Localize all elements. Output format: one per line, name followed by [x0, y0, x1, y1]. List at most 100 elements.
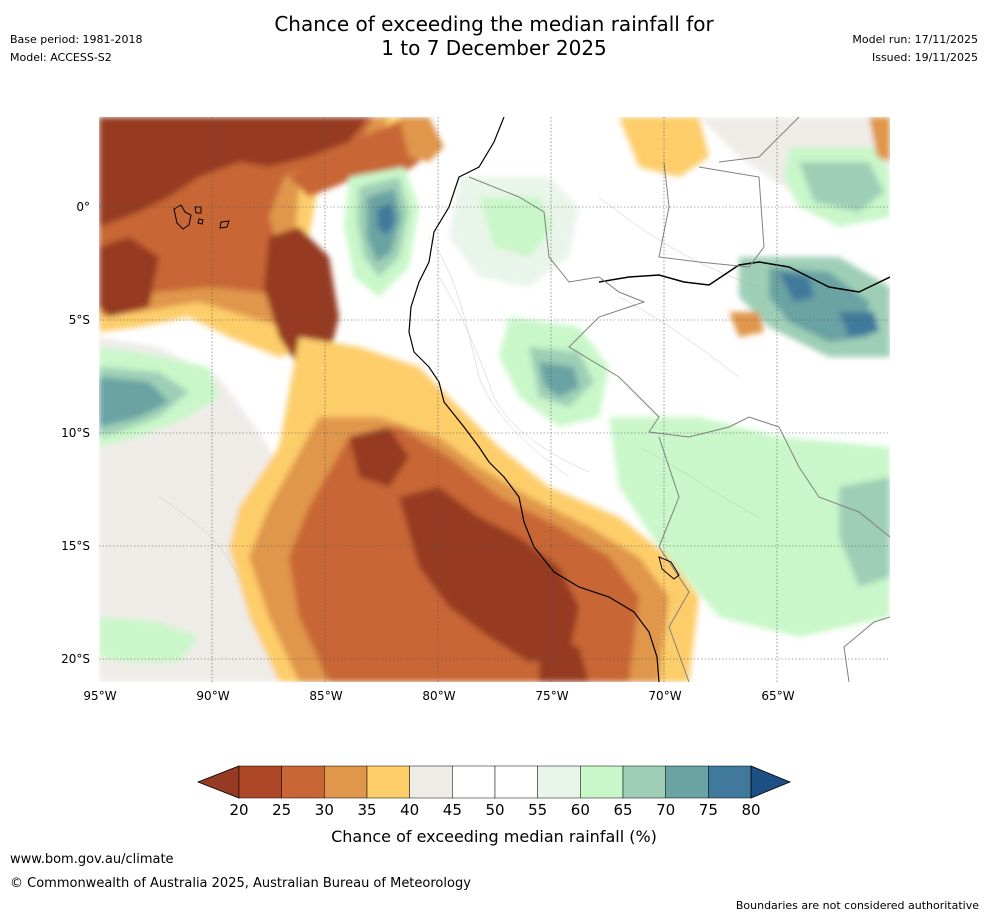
colorbar-segments: [196, 765, 792, 799]
border-venezuela: [718, 117, 800, 163]
map-svg: [99, 117, 890, 682]
shade-dry-ne-edge: [869, 117, 890, 162]
colorbar-tick-40: 40: [400, 801, 420, 819]
lon-label-75w: 75°W: [535, 689, 569, 703]
issued-text: Issued: 19/11/2025: [871, 51, 978, 64]
contour-1: [428, 236, 570, 478]
colorbar-tick-80: 80: [741, 801, 761, 819]
shade-wet-sw-60: [99, 617, 199, 662]
island-small: [197, 218, 204, 225]
colorbar-tick-35: 35: [357, 801, 377, 819]
shade-wet-ne-65: [799, 162, 884, 212]
colorbar-segment-65-70: [622, 765, 666, 799]
colorbar-segment-60-65: [580, 765, 624, 799]
lon-label-70w: 70°W: [648, 689, 682, 703]
base-period-text: Base period: 1981-2018: [10, 33, 143, 46]
lake-titicaca: [658, 556, 680, 580]
lat-label-10s: 10°S: [61, 426, 90, 440]
model-run-text: Model run: 17/11/2025: [852, 33, 978, 46]
chart-title: Chance of exceeding the median rainfall …: [0, 12, 988, 60]
island-san-cristobal: [219, 220, 230, 229]
shade-dry-coast-20b: [349, 427, 409, 487]
colorbar-tick-20: 20: [229, 801, 249, 819]
model-text: Model: ACCESS-S2: [10, 51, 112, 64]
border-ecuador-colombia: [468, 176, 600, 283]
border-peru-brazil: [568, 276, 660, 433]
colorbar-tick-60: 60: [570, 801, 590, 819]
contour-6: [638, 446, 760, 518]
border-peru-bolivia: [658, 436, 690, 682]
colorbar-tick-70: 70: [656, 801, 676, 819]
shade-wet-amazon-75a: [779, 272, 814, 302]
colorbar-tick-50: 50: [485, 801, 505, 819]
colorbar-title: Chance of exceeding median rainfall (%): [331, 827, 657, 846]
colorbar-tick-55: 55: [528, 801, 548, 819]
island-isabela: [173, 204, 192, 230]
shade-dry-west-20: [99, 237, 159, 317]
contour-2: [438, 276, 590, 473]
shade-dry-inland-spot: [729, 312, 764, 337]
amazon-river: [598, 261, 890, 293]
shade-dry-patch-20: [264, 227, 339, 367]
shade-dry-nw-20: [99, 117, 369, 227]
shade-wet-se-65: [839, 477, 890, 587]
shade-wet-bolivia-60: [609, 417, 890, 637]
colorbar-segment-45-50: [452, 765, 496, 799]
contour-5: [158, 496, 240, 578]
colorbar-segment-40-45: [409, 765, 453, 799]
shade-wet-pocket-75: [377, 203, 395, 235]
lon-label-90w: 90°W: [196, 689, 230, 703]
shade-wet-peru-70: [539, 362, 579, 397]
shade-wet-colombia-60: [479, 197, 554, 257]
colorbar-segment-20-25: [238, 765, 282, 799]
colorbar-segment-70-75: [665, 765, 709, 799]
colorbar-segment-75-80: [708, 765, 752, 799]
graticule: [99, 117, 890, 682]
border-colombia-brazil: [658, 161, 765, 268]
border-bolivia-south: [843, 616, 890, 682]
colorbar-tick-25: 25: [272, 801, 292, 819]
colorbar-segment-55-60: [537, 765, 581, 799]
contour-4: [618, 296, 740, 378]
lon-label-80w: 80°W: [422, 689, 456, 703]
lon-label-65w: 65°W: [761, 689, 795, 703]
colorbar-extend-low: [196, 765, 240, 799]
colorbar-tick-75: 75: [698, 801, 718, 819]
colorbar-tick-30: 30: [314, 801, 334, 819]
colorbar-tick-65: 65: [613, 801, 633, 819]
border-bolivia-brazil: [648, 416, 890, 538]
rainfall-shading: [99, 117, 890, 682]
colorbar-segment-50-55: [494, 765, 538, 799]
contour-lines: [158, 196, 760, 578]
shade-dry-coast-20c: [539, 637, 589, 682]
lon-label-95w: 95°W: [83, 689, 117, 703]
contour-3: [598, 196, 760, 288]
lon-label-85w: 85°W: [309, 689, 343, 703]
shade-dry-coast-20: [399, 487, 579, 662]
map-area: [99, 117, 890, 682]
galapagos-islands: [173, 204, 230, 230]
copyright-text: © Commonwealth of Australia 2025, Austra…: [10, 876, 471, 891]
meta-left: Base period: 1981-2018 Model: ACCESS-S2: [10, 31, 142, 67]
title-line-2: 1 to 7 December 2025: [381, 36, 607, 60]
shade-wet-west-70: [99, 377, 169, 427]
lat-label-0: 0°: [76, 200, 90, 214]
lat-label-5s: 5°S: [68, 313, 90, 327]
lat-label-15s: 15°S: [61, 539, 90, 553]
title-line-1: Chance of exceeding the median rainfall …: [274, 12, 714, 36]
meta-right: Model run: 17/11/2025 Issued: 19/11/2025: [852, 31, 978, 67]
disclaimer-text: Boundaries are not considered authoritat…: [735, 899, 979, 912]
colorbar-segment-30-35: [324, 765, 368, 799]
lat-label-20s: 20°S: [61, 652, 90, 666]
country-borders: [468, 117, 890, 682]
coastline: [408, 117, 660, 682]
shade-dry-inland-n: [619, 117, 709, 177]
shade-wet-amazon-75b: [839, 312, 879, 337]
colorbar: [196, 765, 792, 799]
island-santa-cruz: [194, 206, 202, 214]
colorbar-tick-45: 45: [442, 801, 462, 819]
colorbar-segment-25-30: [281, 765, 325, 799]
website-link[interactable]: www.bom.gov.au/climate: [10, 852, 174, 867]
shade-dry-galapagos-n: [399, 117, 444, 162]
colorbar-extend-high: [750, 765, 792, 799]
